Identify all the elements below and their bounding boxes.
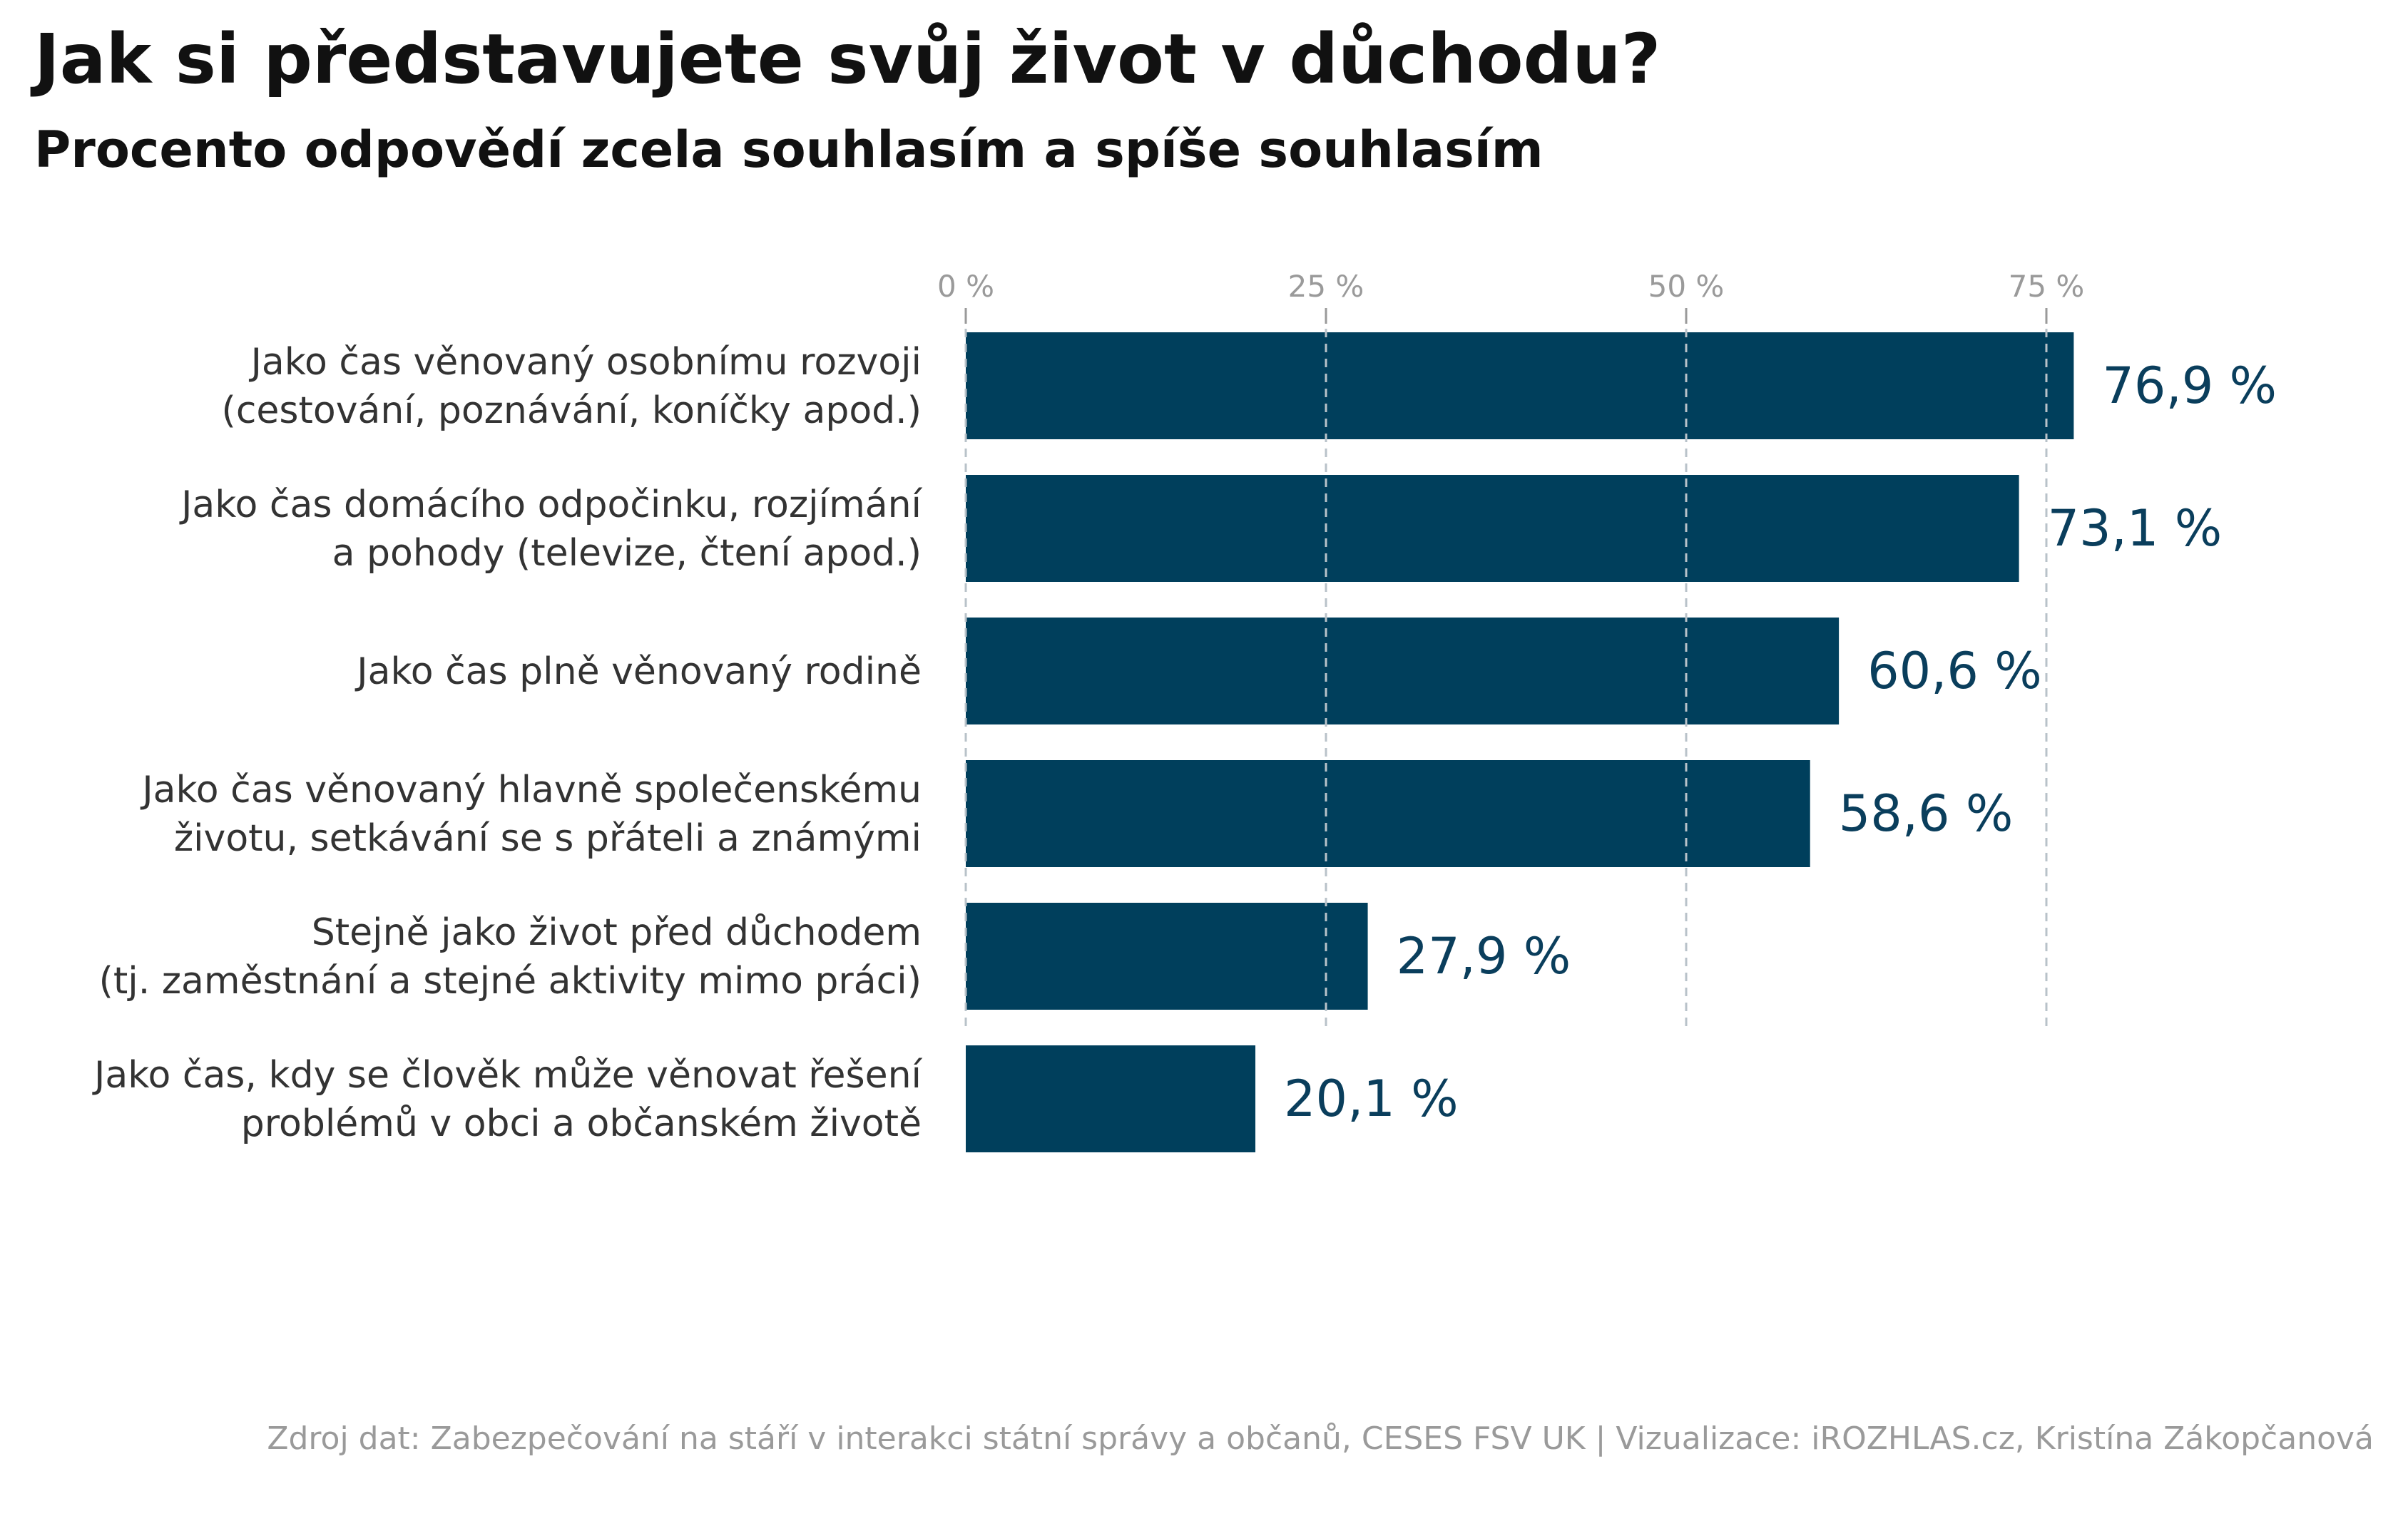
category-labels: Jako čas věnovaný osobnímu rozvoji (cesto… xyxy=(92,341,922,1145)
category-label-line: Jako čas domácího odpočinku, rozjímání xyxy=(179,483,922,526)
category-label: Jako čas věnovaný osobnímu rozvoji (cesto… xyxy=(222,341,922,432)
bar xyxy=(966,1045,1256,1152)
value-label: 73,1 % xyxy=(2048,499,2223,558)
category-label-line: (cestování, poznávání, koníčky apod.) xyxy=(222,389,922,432)
tick-label: 75 % xyxy=(2009,269,2085,304)
value-label: 20,1 % xyxy=(1284,1070,1459,1128)
bar xyxy=(966,618,1840,724)
bar xyxy=(966,475,2019,582)
category-label-line: problémů v obci a občanském životě xyxy=(241,1102,922,1145)
chart-subtitle: Procento odpovědí zcela souhlasím a spíš… xyxy=(34,121,1544,179)
bars-layer xyxy=(966,332,2074,1152)
category-label: Jako čas plně věnovaný rodině xyxy=(354,650,922,693)
category-label: Jako čas, kdy se člověk může věnovat řeš… xyxy=(92,1054,922,1145)
value-label: 58,6 % xyxy=(1839,784,2014,843)
tick-label: 25 % xyxy=(1288,269,1364,304)
x-axis-ticks: 0 % 25 % 50 % 75 % xyxy=(937,269,2084,324)
chart-title: Jak si představujete svůj život v důchod… xyxy=(34,19,1661,99)
category-label-line: Stejně jako život před důchodem xyxy=(312,911,922,954)
category-label: Jako čas věnovaný hlavně společenskému ži… xyxy=(140,769,922,860)
tick-label: 0 % xyxy=(937,269,994,304)
bar xyxy=(966,760,1810,867)
bar xyxy=(966,332,2074,439)
category-label-line: Jako čas, kdy se člověk může věnovat řeš… xyxy=(92,1054,922,1097)
category-label-line: životu, setkávání se s přáteli a známými xyxy=(174,817,922,860)
source-note: Zdroj dat: Zabezpečování na stáří v inte… xyxy=(267,1420,2374,1457)
tick-label: 50 % xyxy=(1648,269,1725,304)
value-label: 27,9 % xyxy=(1397,927,1571,985)
bar-chart: 0 % 25 % 50 % 75 % Jako čas věnovaný osobní… xyxy=(92,269,2277,1152)
value-label: 76,9 % xyxy=(2102,357,2277,415)
category-label: Jako čas domácího odpočinku, rozjímání a … xyxy=(179,483,922,575)
value-label: 60,6 % xyxy=(1867,642,2042,700)
category-label-line: Jako čas věnovaný osobnímu rozvoji xyxy=(249,341,922,384)
category-label-line: Jako čas plně věnovaný rodině xyxy=(354,650,922,693)
category-label-line: Jako čas věnovaný hlavně společenskému xyxy=(140,769,922,811)
bar xyxy=(966,903,1368,1010)
category-label-line: (tj. zaměstnání a stejné aktivity mimo p… xyxy=(99,960,922,1003)
category-label-line: a pohody (televize, čtení apod.) xyxy=(332,532,922,575)
category-label: Stejně jako život před důchodem (tj. zamě… xyxy=(99,911,922,1003)
value-labels: 76,9 % 73,1 % 60,6 % 58,6 % 27,9 % 20,1 % xyxy=(1284,357,2277,1128)
